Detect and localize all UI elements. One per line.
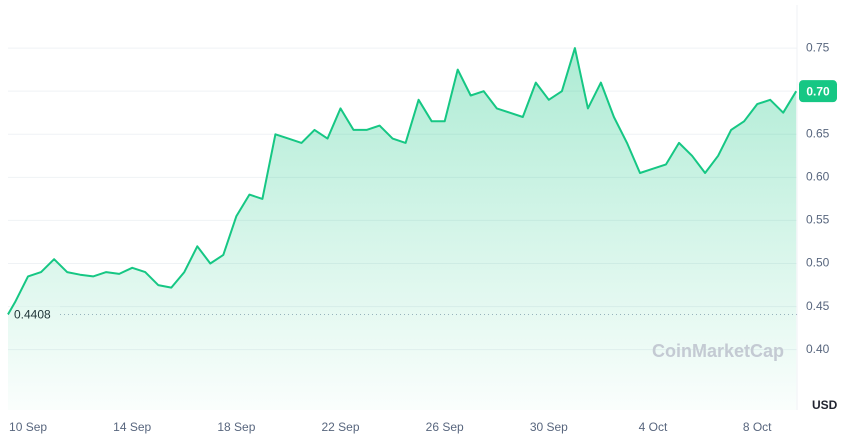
y-tick-label: 0.75 (806, 40, 830, 54)
watermark: CoinMarketCap (652, 341, 784, 361)
x-tick-label: 10 Sep (9, 420, 47, 434)
y-tick-label: 0.45 (806, 299, 830, 313)
x-tick-label: 26 Sep (426, 420, 464, 434)
x-tick-label: 18 Sep (217, 420, 255, 434)
y-tick-label: 0.65 (806, 126, 830, 140)
x-tick-label: 14 Sep (113, 420, 151, 434)
plot: 0.40 0.45 0.50 0.55 0.60 0.65 0.70 0.75 10 Sep 14… (7, 5, 837, 434)
x-tick-label: 4 Oct (639, 420, 668, 434)
unit-label: USD (812, 398, 838, 412)
x-tick-label: 8 Oct (743, 420, 772, 434)
area (8, 48, 797, 410)
y-tick-label: 0.60 (806, 170, 830, 184)
price-line (7, 47, 798, 315)
price-label-bg (799, 80, 837, 103)
x-tick-label: 30 Sep (530, 420, 568, 434)
price-label: 0.70 (806, 84, 830, 98)
x-tick-label: 22 Sep (321, 420, 359, 434)
y-tick-label: 0.55 (806, 213, 830, 227)
y-tick-label: 0.50 (806, 256, 830, 270)
y-tick-label: 0.40 (806, 342, 830, 356)
